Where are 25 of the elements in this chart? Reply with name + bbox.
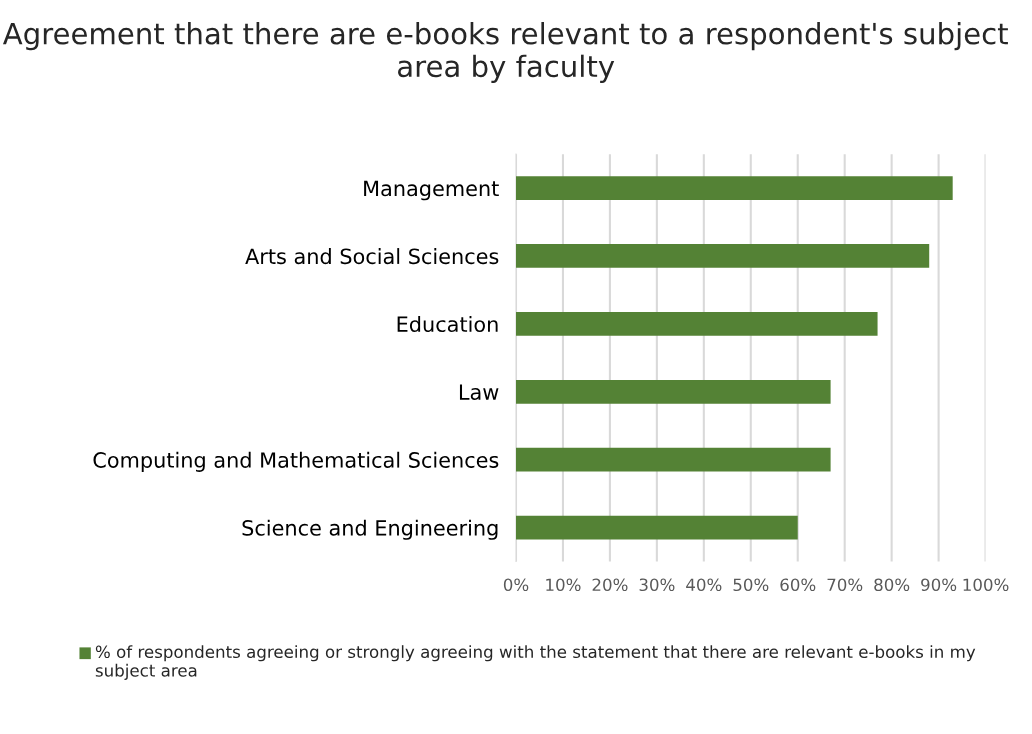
bar: [516, 379, 831, 404]
y-tick-label: Science and Engineering: [242, 519, 498, 540]
x-tick-label: 40%: [686, 578, 722, 592]
bar: [516, 244, 930, 268]
bar: [516, 447, 831, 472]
x-tick-label: 50%: [733, 578, 769, 592]
x-tick-label: 30%: [639, 578, 675, 592]
x-tick-label: 10%: [546, 578, 581, 592]
y-tick-label: Law: [459, 384, 499, 400]
x-tick-label: 70%: [827, 578, 863, 592]
x-tick-label: 100%: [963, 578, 1009, 592]
legend-label: % of respondents agreeing or strongly agreeing with the statement that there are relevant e-books in my subject area: [95, 645, 976, 680]
y-tick-label: Education: [397, 315, 498, 333]
y-tick-label: Management: [364, 180, 499, 201]
x-tick-label: 90%: [921, 578, 957, 592]
bar: [516, 515, 798, 540]
bar: [516, 312, 878, 336]
y-tick-label: Arts and Social Sciences: [245, 248, 499, 265]
x-tick-label: 0%: [503, 578, 529, 592]
chart-title: Agreement that there are e-books relevant to a respondent's subject area by faculty: [2, 22, 1008, 83]
x-tick-label: 60%: [780, 578, 816, 592]
bar: [516, 176, 953, 200]
y-tick-label: Computing and Mathematical Sciences: [93, 451, 499, 472]
x-tick-label: 80%: [874, 578, 910, 592]
x-tick-label: 20%: [592, 578, 628, 592]
